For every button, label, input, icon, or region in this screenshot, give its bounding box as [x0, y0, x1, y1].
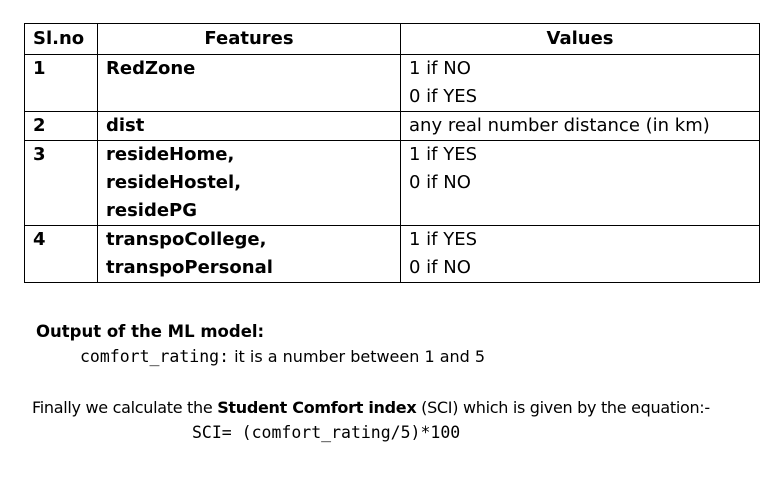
feature-name: dist [106, 115, 145, 136]
value-line: 1 if NO [409, 58, 471, 79]
row-features: transpoCollege, transpoPersonal [97, 225, 401, 283]
row-values: 1 if YES 0 if NO [400, 225, 760, 283]
feature-name: transpoCollege, [106, 229, 267, 250]
table-row: 4 transpoCollege, transpoPersonal 1 if Y… [24, 225, 760, 283]
output-variable: comfort_rating: [80, 347, 230, 366]
output-description-text: it is a number between 1 and 5 [229, 347, 486, 366]
row-values: 1 if NO 0 if YES [400, 54, 760, 112]
feature-name: RedZone [106, 58, 196, 79]
value-line: any real number distance (in km) [409, 115, 710, 136]
header-slno: Sl.no [24, 23, 98, 55]
row-slno: 4 [24, 225, 98, 283]
conclusion-suffix: (SCI) which is given by the equation:- [416, 398, 710, 417]
row-features: resideHome, resideHostel, residePG [97, 140, 401, 226]
feature-name: resideHostel, [106, 172, 242, 193]
row-slno: 3 [24, 140, 98, 226]
value-line: 1 if YES [409, 144, 478, 165]
table-row: 3 resideHome, resideHostel, residePG 1 i… [24, 140, 760, 226]
header-features: Features [97, 23, 401, 55]
features-table: Sl.no Features Values 1 RedZone 1 if NO … [24, 23, 760, 283]
row-slno: 1 [24, 54, 98, 112]
feature-name: transpoPersonal [106, 257, 273, 278]
feature-name: residePG [106, 200, 198, 221]
sci-equation: SCI= (comfort_rating/5)*100 [192, 421, 460, 445]
row-features: dist [97, 111, 401, 141]
value-line: 0 if NO [409, 172, 471, 193]
conclusion-prefix: Finally we calculate the [32, 398, 218, 417]
table-header-row: Sl.no Features Values [24, 23, 760, 55]
header-values: Values [400, 23, 760, 55]
table-row: 2 dist any real number distance (in km) [24, 111, 760, 141]
output-description: comfort_rating: it is a number between 1… [80, 345, 485, 369]
row-values: 1 if YES 0 if NO [400, 140, 760, 226]
value-line: 1 if YES [409, 229, 478, 250]
output-heading: Output of the ML model: [36, 322, 265, 341]
conclusion-text: Finally we calculate the Student Comfort… [32, 396, 710, 420]
row-slno: 2 [24, 111, 98, 141]
value-line: 0 if NO [409, 257, 471, 278]
row-values: any real number distance (in km) [400, 111, 760, 141]
equation-lhs: SCI= [192, 423, 242, 442]
feature-name: resideHome, [106, 144, 235, 165]
value-line: 0 if YES [409, 86, 478, 107]
equation-rhs: (comfort_rating/5)*100 [241, 423, 461, 442]
row-features: RedZone [97, 54, 401, 112]
table-row: 1 RedZone 1 if NO 0 if YES [24, 54, 760, 112]
sci-term: Student Comfort index [217, 398, 417, 417]
